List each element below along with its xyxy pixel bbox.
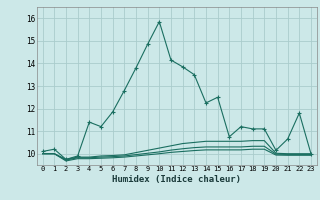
X-axis label: Humidex (Indice chaleur): Humidex (Indice chaleur) (112, 175, 241, 184)
